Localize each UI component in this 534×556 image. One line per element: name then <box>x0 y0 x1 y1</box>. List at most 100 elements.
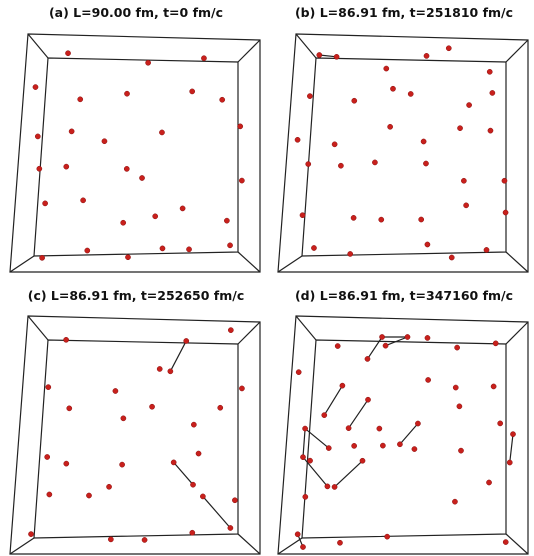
particle <box>302 425 308 432</box>
box-inner <box>301 57 507 257</box>
particle <box>418 216 425 223</box>
bond <box>399 422 419 445</box>
bond <box>333 460 364 488</box>
particle <box>39 254 45 261</box>
bond <box>348 399 369 429</box>
particle <box>63 336 69 343</box>
particle <box>227 327 234 333</box>
particle <box>378 216 385 223</box>
particle <box>159 129 165 136</box>
particle <box>339 382 346 389</box>
particle <box>124 90 130 97</box>
particle <box>149 403 155 410</box>
particle <box>302 494 309 500</box>
particle <box>152 213 159 220</box>
particle <box>239 385 245 392</box>
box-edge <box>27 33 49 59</box>
particle <box>183 338 190 344</box>
particle <box>380 442 386 449</box>
particle <box>351 443 357 449</box>
particle <box>331 484 338 490</box>
particle <box>186 246 192 253</box>
particle <box>84 247 91 254</box>
particle <box>411 446 418 452</box>
particle <box>32 84 39 90</box>
particle <box>387 123 393 130</box>
panel-title: (a) L=90.00 fm, t=0 fm/c <box>49 5 223 20</box>
particle <box>125 254 131 261</box>
bond <box>304 427 330 449</box>
particle <box>325 445 332 451</box>
particle <box>44 454 51 460</box>
box-edge <box>277 255 303 273</box>
bond <box>318 54 338 58</box>
particle <box>139 175 145 181</box>
particle <box>77 96 84 103</box>
box-edge <box>27 315 49 341</box>
particle <box>42 200 48 207</box>
particle <box>415 420 421 427</box>
particle <box>383 65 390 72</box>
particle <box>232 497 238 504</box>
box-edge <box>237 251 261 273</box>
particle <box>397 441 403 448</box>
particle <box>510 431 516 438</box>
particle <box>461 177 467 184</box>
particle <box>190 481 196 488</box>
particle <box>200 493 206 500</box>
particle <box>299 212 306 219</box>
particle <box>404 334 411 340</box>
panel-title: (c) L=86.91 fm, t=252650 fm/c <box>28 288 245 303</box>
particle <box>454 344 460 351</box>
box-edge <box>237 39 261 63</box>
particle <box>145 59 151 66</box>
particle <box>424 335 431 341</box>
box-inner <box>33 339 239 539</box>
particle <box>372 159 378 166</box>
particle <box>338 162 344 169</box>
bond <box>302 456 329 487</box>
particle <box>190 421 197 428</box>
particle <box>300 454 306 460</box>
particle <box>68 128 75 135</box>
particle <box>195 450 202 457</box>
particle <box>201 55 207 62</box>
panel-title: (d) L=86.91 fm, t=347160 fm/c <box>295 288 513 303</box>
box-edge <box>295 315 317 341</box>
particle <box>227 242 233 249</box>
particle <box>502 539 509 545</box>
particle <box>501 177 508 184</box>
bond <box>302 427 306 458</box>
particle <box>448 254 455 261</box>
particle <box>63 460 70 467</box>
particle <box>227 525 234 531</box>
particle <box>123 166 130 172</box>
particle <box>384 533 391 540</box>
box-edge <box>277 537 303 555</box>
particle <box>86 492 92 499</box>
bond <box>366 336 383 360</box>
particle <box>28 531 34 537</box>
particle <box>379 334 385 340</box>
particle <box>106 483 112 490</box>
particle <box>179 205 186 212</box>
particle <box>65 50 71 57</box>
box-edge <box>9 537 35 555</box>
particle <box>490 383 497 390</box>
box-edge <box>237 321 261 345</box>
particle <box>324 483 331 490</box>
particle <box>307 93 313 99</box>
bond <box>202 495 231 529</box>
particle <box>452 498 458 505</box>
particle <box>311 245 317 251</box>
particle <box>347 251 354 257</box>
panel <box>277 315 529 555</box>
particle <box>66 405 73 412</box>
particle <box>189 529 196 536</box>
box-edge <box>505 39 529 63</box>
particle <box>112 388 119 394</box>
particle <box>120 219 127 226</box>
particle <box>489 90 496 96</box>
particle <box>452 384 459 391</box>
